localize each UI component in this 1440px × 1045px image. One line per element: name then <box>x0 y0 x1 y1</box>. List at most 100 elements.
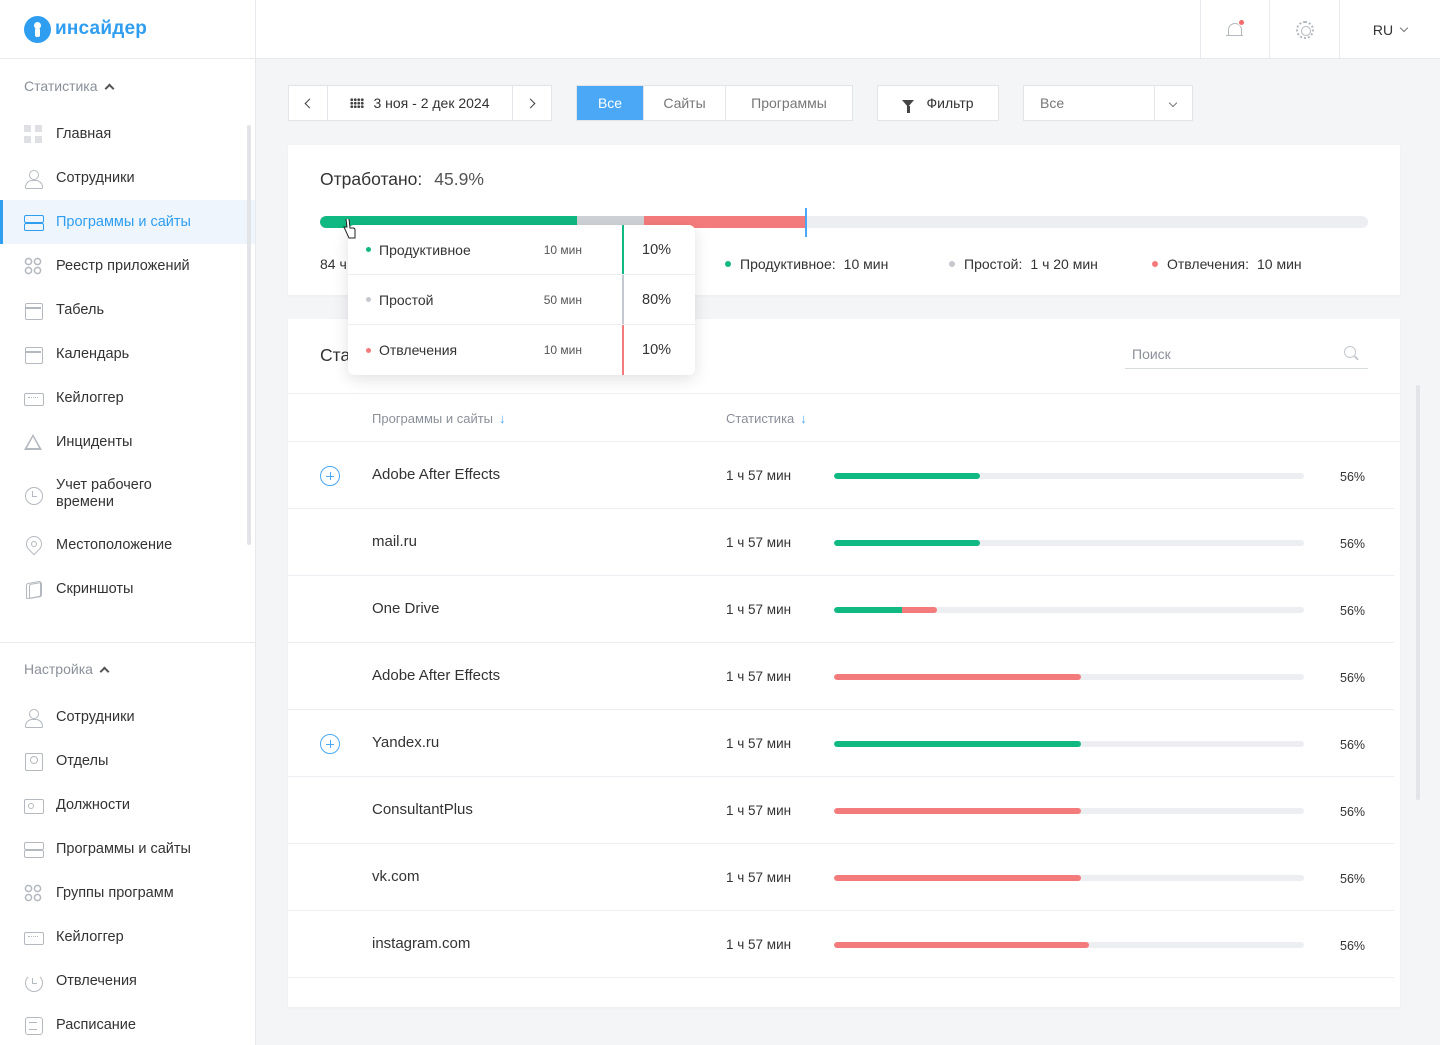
date-prev-button[interactable] <box>288 85 328 121</box>
language-value: RU <box>1372 21 1394 38</box>
funnel-icon <box>902 99 915 113</box>
sidebar-item-stats-5[interactable]: Календарь <box>0 332 255 376</box>
statistics-nav: Главная Сотрудники Программы и сайты Реестр… <box>0 112 255 611</box>
table-row[interactable]: instagram.com 1 ч 57 мин 56% <box>288 911 1394 978</box>
keyboard-icon <box>24 389 44 407</box>
section-settings-toggle[interactable]: Настройка <box>0 643 255 695</box>
table-row[interactable]: Yandex.ru 1 ч 57 мин 56% <box>288 710 1394 777</box>
sidebar-item-stats-7[interactable]: Инциденты <box>0 420 255 464</box>
tooltip-row-time: 10 мин <box>543 343 582 357</box>
worked-hours-caption: 84 ч <box>320 256 347 272</box>
section-statistics-toggle[interactable]: Статистика <box>0 60 255 112</box>
filter-label: Фильтр <box>926 95 974 111</box>
sidebar-item-settings-2[interactable]: Должности <box>0 783 255 827</box>
programs-table-card: Статистика Программы и сайты ↓ Статистика… <box>288 319 1400 1007</box>
gear-icon <box>1295 20 1314 39</box>
filter-button[interactable]: Фильтр <box>877 85 999 121</box>
date-range-picker[interactable]: 3 ноя - 2 дек 2024 <box>327 85 513 121</box>
content-scrollbar[interactable] <box>1416 385 1420 800</box>
expand-plus-icon[interactable] <box>320 466 340 486</box>
expand-plus-icon[interactable] <box>320 734 340 754</box>
date-range-value: 3 ноя - 2 дек 2024 <box>373 95 490 111</box>
row-program-name: ConsultantPlus <box>372 801 473 818</box>
apps-icon <box>24 884 42 902</box>
date-next-button[interactable] <box>512 85 552 121</box>
row-program-name: mail.ru <box>372 533 418 550</box>
search-box <box>1125 341 1368 369</box>
legend-dot <box>725 261 731 267</box>
legend-item: Отвлечения: 10 мин <box>1152 256 1302 272</box>
table-row[interactable]: ConsultantPlus 1 ч 57 мин 56% <box>288 777 1394 844</box>
sidebar-item-settings-7[interactable]: Расписание <box>0 1003 255 1045</box>
sidebar-item-label: Сотрудники <box>56 708 135 725</box>
sort-arrow-down-icon: ↓ <box>800 411 807 426</box>
grid-icon <box>24 125 42 143</box>
chevron-down-icon <box>1168 98 1178 108</box>
notifications-button[interactable] <box>1200 0 1269 59</box>
department-icon <box>24 752 43 771</box>
segment-sites[interactable]: Сайты <box>644 86 726 120</box>
segment-all[interactable]: Все <box>577 86 644 120</box>
settings-nav: Сотрудники Отделы Должности Программы и сай… <box>0 695 255 1045</box>
user-icon <box>24 708 43 728</box>
sidebar-item-stats-2[interactable]: Программы и сайты <box>0 200 255 244</box>
search-icon[interactable] <box>1344 346 1356 358</box>
sidebar-item-settings-5[interactable]: Кейлоггер <box>0 915 255 959</box>
legend-dot <box>1152 261 1158 267</box>
sidebar-scrollbar[interactable] <box>247 125 251 545</box>
sidebar-item-settings-6[interactable]: Отвлечения <box>0 959 255 1003</box>
sidebar-item-stats-8[interactable]: Учет рабочего времени <box>0 464 255 523</box>
legend-value: 10 мин <box>843 256 889 272</box>
tooltip-row-percent: 10% <box>642 342 672 358</box>
scope-select[interactable]: Все <box>1023 85 1193 121</box>
legend-item: Простой: 1 ч 20 мин <box>949 256 1098 272</box>
table-row[interactable]: mail.ru 1 ч 57 мин 56% <box>288 509 1394 576</box>
table-header: Программы и сайты ↓ Статистика ↓ <box>288 393 1400 442</box>
sidebar-item-stats-1[interactable]: Сотрудники <box>0 156 255 200</box>
row-time: 1 ч 57 мин <box>726 468 792 483</box>
select-separator <box>1154 86 1155 120</box>
sidebar-item-stats-3[interactable]: Реестр приложений <box>0 244 255 288</box>
settings-button[interactable] <box>1269 0 1339 59</box>
sidebar-item-stats-9[interactable]: Местоположение <box>0 523 255 567</box>
sidebar-item-settings-4[interactable]: Группы программ <box>0 871 255 915</box>
sidebar-item-settings-3[interactable]: Программы и сайты <box>0 827 255 871</box>
sidebar-item-stats-4[interactable]: Табель <box>0 288 255 332</box>
row-time: 1 ч 57 мин <box>726 870 792 885</box>
user-icon <box>24 169 43 189</box>
table-row[interactable]: Adobe After Effects 1 ч 57 мин 56% <box>288 643 1394 710</box>
logo[interactable]: инсайдер <box>0 0 255 59</box>
sidebar-item-label: Группы программ <box>56 884 174 901</box>
row-percent: 56% <box>1340 738 1366 752</box>
row-time: 1 ч 57 мин <box>726 803 792 818</box>
sidebar-item-label: Программы и сайты <box>56 213 191 230</box>
sidebar-item-settings-0[interactable]: Сотрудники <box>0 695 255 739</box>
sidebar-item-stats-6[interactable]: Кейлоггер <box>0 376 255 420</box>
tooltip-dot <box>366 297 371 302</box>
chevron-down-icon <box>1399 23 1409 33</box>
segment-programs[interactable]: Программы <box>751 95 827 111</box>
sidebar-item-settings-1[interactable]: Отделы <box>0 739 255 783</box>
row-program-name: One Drive <box>372 600 440 617</box>
warning-icon <box>24 433 42 451</box>
legend-label: Простой: <box>964 256 1023 272</box>
row-usage-bar <box>834 741 1304 747</box>
column-header-stats[interactable]: Статистика ↓ <box>726 411 807 426</box>
sidebar-item-label: Должности <box>56 796 130 813</box>
legend-label: Продуктивное: <box>740 256 836 272</box>
row-time: 1 ч 57 мин <box>726 669 792 684</box>
row-usage-bar <box>834 674 1304 680</box>
legend-value: 10 мин <box>1257 256 1302 272</box>
language-selector[interactable]: RU <box>1339 0 1440 59</box>
column-header-programs[interactable]: Программы и сайты ↓ <box>372 411 506 426</box>
search-input[interactable] <box>1125 341 1335 367</box>
table-row[interactable]: One Drive 1 ч 57 мин 56% <box>288 576 1394 643</box>
row-percent: 56% <box>1340 470 1366 484</box>
table-row[interactable]: Adobe After Effects 1 ч 57 мин 56% <box>288 442 1394 509</box>
sidebar-item-stats-10[interactable]: Скриншоты <box>0 567 255 611</box>
tooltip-row-percent: 10% <box>642 241 672 258</box>
chevron-up-icon <box>104 83 114 93</box>
table-row[interactable]: vk.com 1 ч 57 мин 56% <box>288 844 1394 911</box>
sidebar-item-stats-0[interactable]: Главная <box>0 112 255 156</box>
location-icon <box>24 536 42 554</box>
